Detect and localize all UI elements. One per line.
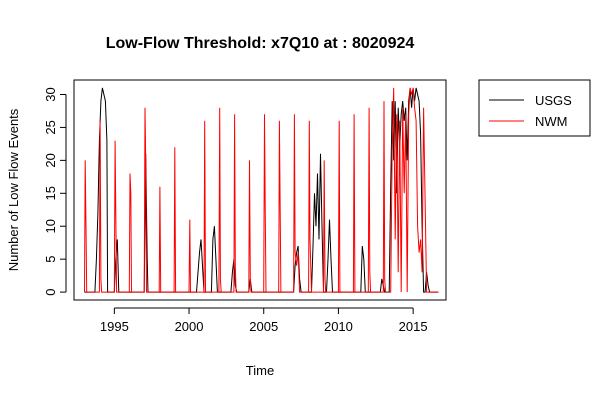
y-tick-label: 0 [43,288,58,295]
series-layer [84,87,439,293]
x-tick-label: 2010 [324,319,353,334]
x-tick-label: 2005 [249,319,278,334]
series-line-usgs [84,87,439,293]
y-tick-label: 25 [43,120,58,134]
y-axis-label: Number of Low Flow Events [6,108,21,271]
y-tick-label: 5 [43,256,58,263]
y-tick-label: 30 [43,87,58,101]
legend: USGS NWM [478,79,591,137]
x-axis-label: Time [246,363,274,378]
chart-title: Low-Flow Threshold: x7Q10 at : 8020924 [106,35,415,52]
x-tick-label: 2015 [399,319,428,334]
legend-box [478,79,591,137]
x-axis: 1995 2000 2005 2010 2015 [100,307,428,334]
legend-label-usgs: USGS [535,93,572,108]
x-tick-label: 1995 [100,319,129,334]
y-tick-label: 15 [43,186,58,200]
legend-label-nwm: NWM [535,114,568,129]
x-tick-label: 2000 [175,319,204,334]
y-tick-label: 20 [43,153,58,167]
y-tick-label: 10 [43,219,58,233]
series-line-nwm [84,87,439,293]
plot-area [73,79,447,301]
y-axis: 0 5 10 15 20 25 30 [43,87,67,296]
plot-frame [73,79,447,301]
